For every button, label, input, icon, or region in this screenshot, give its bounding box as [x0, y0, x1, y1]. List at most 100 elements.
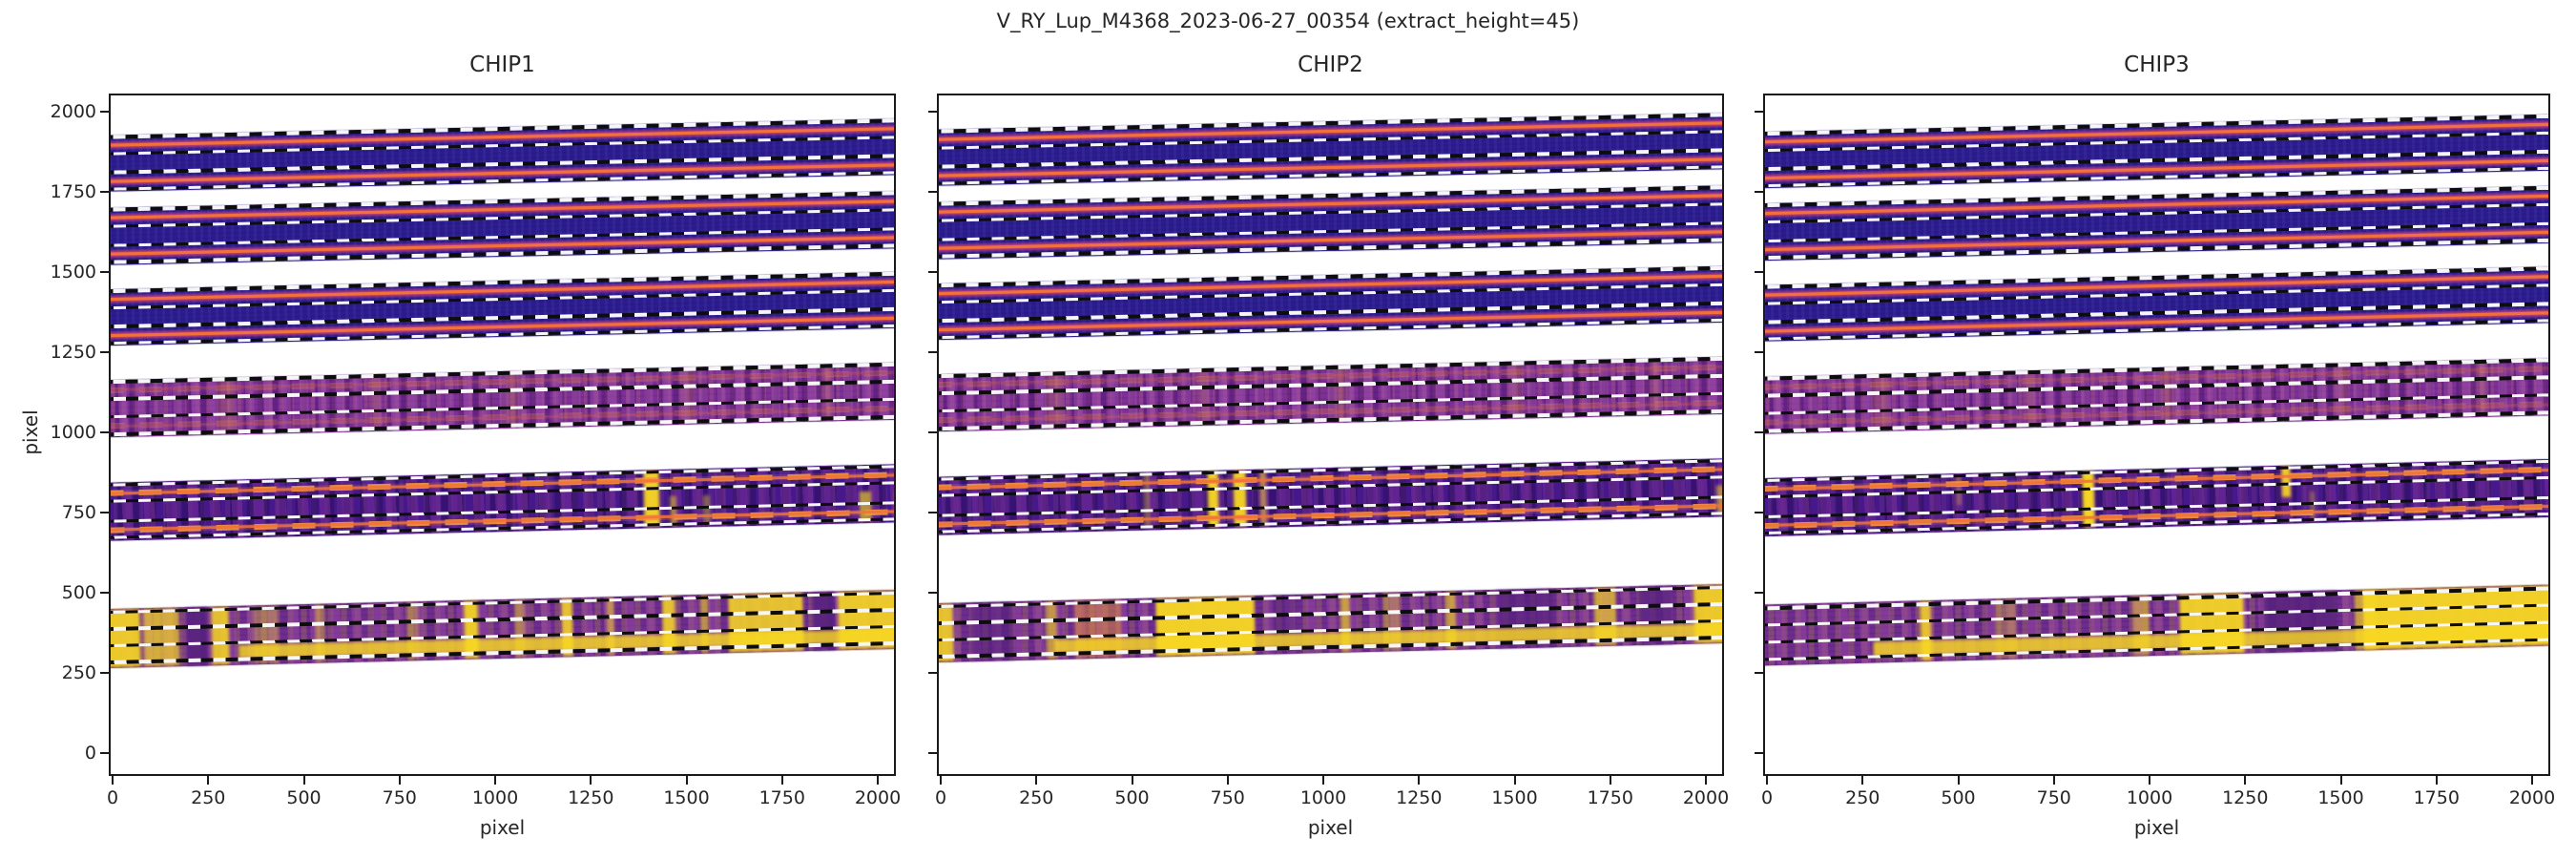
x-tick-label: 1000 [1299, 787, 1347, 808]
x-tick-label: 1500 [1491, 787, 1538, 808]
x-tick-mark [2149, 776, 2150, 785]
x-tick-mark [1513, 776, 1516, 785]
y-tick-label: 0 [84, 743, 96, 764]
x-tick-mark [1322, 776, 1324, 785]
x-tick-label: 2000 [854, 787, 902, 808]
x-tick-label: 1000 [471, 787, 519, 808]
order-strip [111, 118, 894, 193]
y-tick-label: 1500 [50, 262, 96, 283]
x-tick-label: 1500 [663, 787, 710, 808]
y-tick-mark [1755, 351, 1763, 353]
y-tick-mark [1755, 271, 1763, 273]
y-tick-mark [928, 111, 937, 113]
emission-streak [185, 607, 209, 665]
chip-axes [1763, 94, 2550, 776]
order-strip [939, 184, 1722, 260]
emission-streak [969, 602, 1015, 660]
plot-area [111, 95, 894, 774]
y-tick-mark [100, 512, 109, 513]
y-tick-mark [928, 592, 937, 594]
x-tick-mark [2244, 776, 2247, 785]
x-tick-mark [207, 776, 210, 785]
x-tick-label: 1750 [2413, 787, 2460, 808]
x-tick-label: 500 [1114, 787, 1150, 808]
x-tick-mark [2531, 776, 2533, 785]
y-tick-label: 500 [61, 582, 96, 603]
y-axis-label: pixel [19, 409, 42, 455]
order-strip [939, 583, 1722, 663]
x-tick-label: 2000 [1682, 787, 1730, 808]
order-strip [111, 362, 894, 438]
x-tick-mark [1766, 776, 1768, 785]
y-tick-label: 2000 [50, 101, 96, 122]
y-tick-mark [100, 191, 109, 193]
x-tick-label: 1500 [2317, 787, 2364, 808]
y-tick-mark [928, 191, 937, 193]
x-tick-label: 750 [2036, 787, 2071, 808]
order-strip [1765, 185, 2548, 262]
x-tick-label: 0 [106, 787, 119, 808]
x-tick-label: 750 [382, 787, 417, 808]
x-tick-mark [1705, 776, 1707, 785]
x-tick-mark [2339, 776, 2342, 785]
x-tick-label: 1250 [1396, 787, 1443, 808]
order-strip [1765, 459, 2548, 537]
x-tick-label: 1000 [2126, 787, 2173, 808]
order-strip [1765, 357, 2548, 434]
emission-streak [143, 608, 180, 666]
chip-title: CHIP1 [469, 52, 535, 77]
y-tick-mark [100, 431, 109, 433]
y-tick-mark [928, 431, 937, 433]
x-tick-label: 0 [1760, 787, 1774, 808]
x-tick-label: 250 [191, 787, 226, 808]
chip-axes [109, 94, 896, 776]
order-strip [111, 589, 894, 669]
x-tick-mark [940, 776, 942, 785]
x-tick-label: 1750 [758, 787, 805, 808]
y-tick-mark [100, 592, 109, 594]
y-tick-mark [1755, 752, 1763, 754]
x-tick-mark [1131, 776, 1133, 785]
y-tick-label: 1250 [50, 342, 96, 363]
plot-area [939, 95, 1722, 774]
x-tick-mark [1957, 776, 1960, 785]
y-tick-mark [100, 111, 109, 113]
x-tick-mark [780, 776, 783, 785]
x-tick-label: 0 [934, 787, 947, 808]
y-tick-label: 750 [61, 502, 96, 523]
y-tick-mark [100, 672, 109, 674]
y-tick-label: 1750 [50, 181, 96, 202]
x-tick-mark [112, 776, 114, 785]
x-tick-mark [302, 776, 305, 785]
y-tick-mark [1755, 191, 1763, 193]
x-tick-mark [494, 776, 496, 785]
order-strip [111, 190, 894, 265]
x-tick-mark [1418, 776, 1421, 785]
emission-streak [211, 606, 231, 665]
x-tick-label: 1250 [568, 787, 614, 808]
x-tick-mark [685, 776, 688, 785]
y-tick-mark [928, 672, 937, 674]
x-tick-mark [1226, 776, 1229, 785]
x-tick-mark [398, 776, 401, 785]
emission-streak [939, 603, 954, 661]
y-tick-mark [1755, 592, 1763, 594]
x-axis-label: pixel [2133, 816, 2180, 839]
x-tick-mark [1861, 776, 1864, 785]
order-strip [939, 356, 1722, 432]
order-strip [1765, 114, 2548, 189]
y-tick-mark [1755, 111, 1763, 113]
order-strip [111, 271, 894, 346]
y-tick-mark [1755, 512, 1763, 513]
chip-title: CHIP2 [1298, 52, 1363, 77]
chip-title: CHIP3 [2124, 52, 2190, 77]
chip-axes [937, 94, 1724, 776]
x-tick-mark [590, 776, 592, 785]
x-tick-mark [1609, 776, 1611, 785]
order-strip [939, 457, 1722, 534]
order-strip [939, 113, 1722, 187]
x-tick-mark [877, 776, 879, 785]
x-tick-mark [2052, 776, 2055, 785]
y-tick-mark [928, 512, 937, 513]
